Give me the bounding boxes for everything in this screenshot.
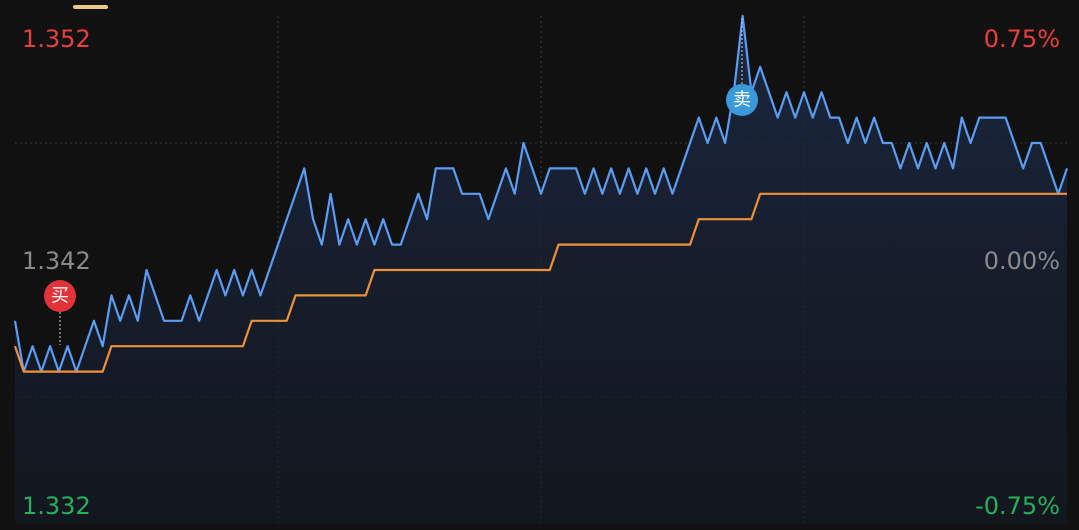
average-line bbox=[13, 192, 1067, 373]
y-tick-label: 1.342 bbox=[22, 247, 91, 275]
price-line bbox=[13, 14, 1069, 373]
trade-marker bbox=[44, 280, 76, 312]
axis-labels: 1.352 1.342 1.332 0.75% 0.00% -0.75% bbox=[22, 25, 1060, 520]
trade-marker-label: 买 bbox=[51, 286, 69, 307]
trade-marker bbox=[726, 84, 758, 116]
y2-tick-label: 0.00% bbox=[984, 247, 1060, 275]
annotations: 买卖 bbox=[44, 18, 758, 345]
y-tick-label: 1.332 bbox=[22, 492, 91, 520]
tab-indicator bbox=[73, 5, 108, 9]
y-tick-label: 1.352 bbox=[22, 25, 91, 53]
plot bbox=[13, 14, 1069, 524]
y2-tick-label: 0.75% bbox=[984, 25, 1060, 53]
trade-marker-label: 卖 bbox=[733, 90, 751, 111]
y2-tick-label: -0.75% bbox=[975, 492, 1060, 520]
